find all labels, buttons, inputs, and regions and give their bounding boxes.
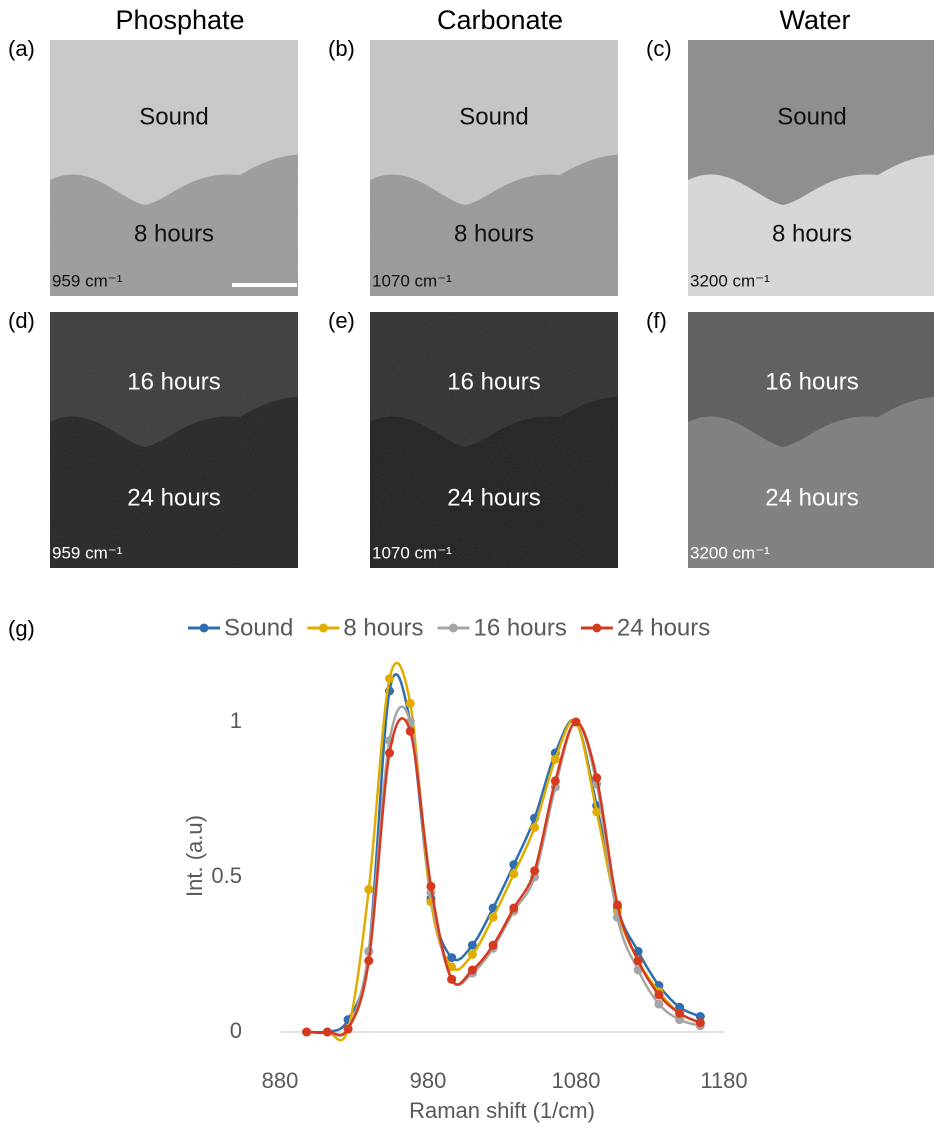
data-point <box>405 698 415 708</box>
data-point <box>385 674 395 684</box>
legend-label: 16 hours <box>473 614 566 641</box>
data-point <box>302 1027 312 1037</box>
panel-label: (d) <box>8 308 35 333</box>
data-point <box>364 884 374 894</box>
data-point <box>467 950 477 959</box>
y-tick-label: 0 <box>230 1018 242 1043</box>
legend-label: 8 hours <box>343 614 423 641</box>
data-point <box>488 912 498 922</box>
series-line <box>306 717 701 1037</box>
data-point <box>405 726 415 736</box>
data-point <box>592 807 602 817</box>
legend-label: Sound <box>224 614 293 641</box>
x-tick-label: 1080 <box>552 1068 601 1093</box>
wavenumber-label: 3200 cm⁻¹ <box>690 271 770 290</box>
data-point <box>550 754 560 764</box>
x-axis-title: Raman shift (1/cm) <box>409 1098 595 1123</box>
region-label: 8 hours <box>772 220 852 247</box>
data-point <box>467 940 477 950</box>
y-tick-label: 1 <box>230 708 242 733</box>
region-label: 24 hours <box>127 484 220 511</box>
region-label: 24 hours <box>765 484 858 511</box>
panel-label: (f) <box>646 308 667 333</box>
y-axis-title: Int. (a.u) <box>182 815 207 897</box>
panel-label: (a) <box>8 36 35 61</box>
data-point <box>571 717 581 727</box>
data-point <box>447 962 457 972</box>
data-point <box>426 881 436 891</box>
image-grain <box>50 312 298 568</box>
region-label: Sound <box>777 103 846 130</box>
panel-label: (c) <box>646 36 672 61</box>
x-tick-label: 1180 <box>700 1068 747 1093</box>
data-point <box>343 1024 353 1034</box>
data-point <box>509 869 519 879</box>
region-label: 16 hours <box>127 368 220 395</box>
data-point <box>633 956 643 966</box>
legend-marker <box>199 623 209 633</box>
column-title: Water <box>779 5 850 35</box>
series-line <box>306 705 701 1037</box>
data-point <box>488 940 498 950</box>
data-point <box>654 999 664 1009</box>
image-grain <box>688 312 934 568</box>
data-point <box>322 1027 332 1037</box>
legend-marker <box>592 623 602 633</box>
data-point <box>467 965 477 975</box>
data-point <box>447 953 457 963</box>
region-label: 8 hours <box>454 220 534 247</box>
data-point <box>550 776 560 786</box>
region-label: Sound <box>459 103 528 130</box>
image-grain <box>370 312 618 568</box>
column-title: Carbonate <box>437 5 563 35</box>
region-label: Sound <box>139 103 208 130</box>
image-grain <box>688 40 934 296</box>
legend-label: 24 hours <box>617 614 710 641</box>
data-point <box>695 1018 705 1028</box>
region-label: 16 hours <box>765 368 858 395</box>
data-point <box>447 974 457 984</box>
panel-label: (e) <box>328 308 355 333</box>
wavenumber-label: 959 cm⁻¹ <box>52 271 123 290</box>
data-point <box>675 1015 685 1025</box>
y-tick-label: 0.5 <box>211 863 242 888</box>
legend-marker <box>448 623 458 633</box>
region-label: 16 hours <box>447 368 540 395</box>
x-tick-label: 980 <box>410 1068 447 1093</box>
data-point <box>530 866 540 876</box>
x-tick-label: 880 <box>262 1068 299 1093</box>
data-point <box>509 903 519 913</box>
data-point <box>654 990 664 1000</box>
image-grain <box>370 40 618 296</box>
column-title: Phosphate <box>115 5 244 35</box>
data-point <box>675 1002 685 1012</box>
panel-label: (b) <box>328 36 355 61</box>
data-point <box>695 1012 705 1021</box>
panel-label: (g) <box>8 616 35 641</box>
region-label: 24 hours <box>447 484 540 511</box>
image-grain <box>50 40 298 296</box>
wavenumber-label: 959 cm⁻¹ <box>52 543 123 562</box>
data-point <box>385 748 395 758</box>
wavenumber-label: 1070 cm⁻¹ <box>372 271 452 290</box>
wavenumber-label: 3200 cm⁻¹ <box>690 543 770 562</box>
data-point <box>364 956 374 966</box>
region-label: 8 hours <box>134 220 214 247</box>
wavenumber-label: 1070 cm⁻¹ <box>372 543 452 562</box>
data-point <box>530 822 540 832</box>
data-point <box>612 900 622 910</box>
data-point <box>675 1008 685 1018</box>
data-point <box>592 773 602 783</box>
legend-marker <box>318 623 328 633</box>
